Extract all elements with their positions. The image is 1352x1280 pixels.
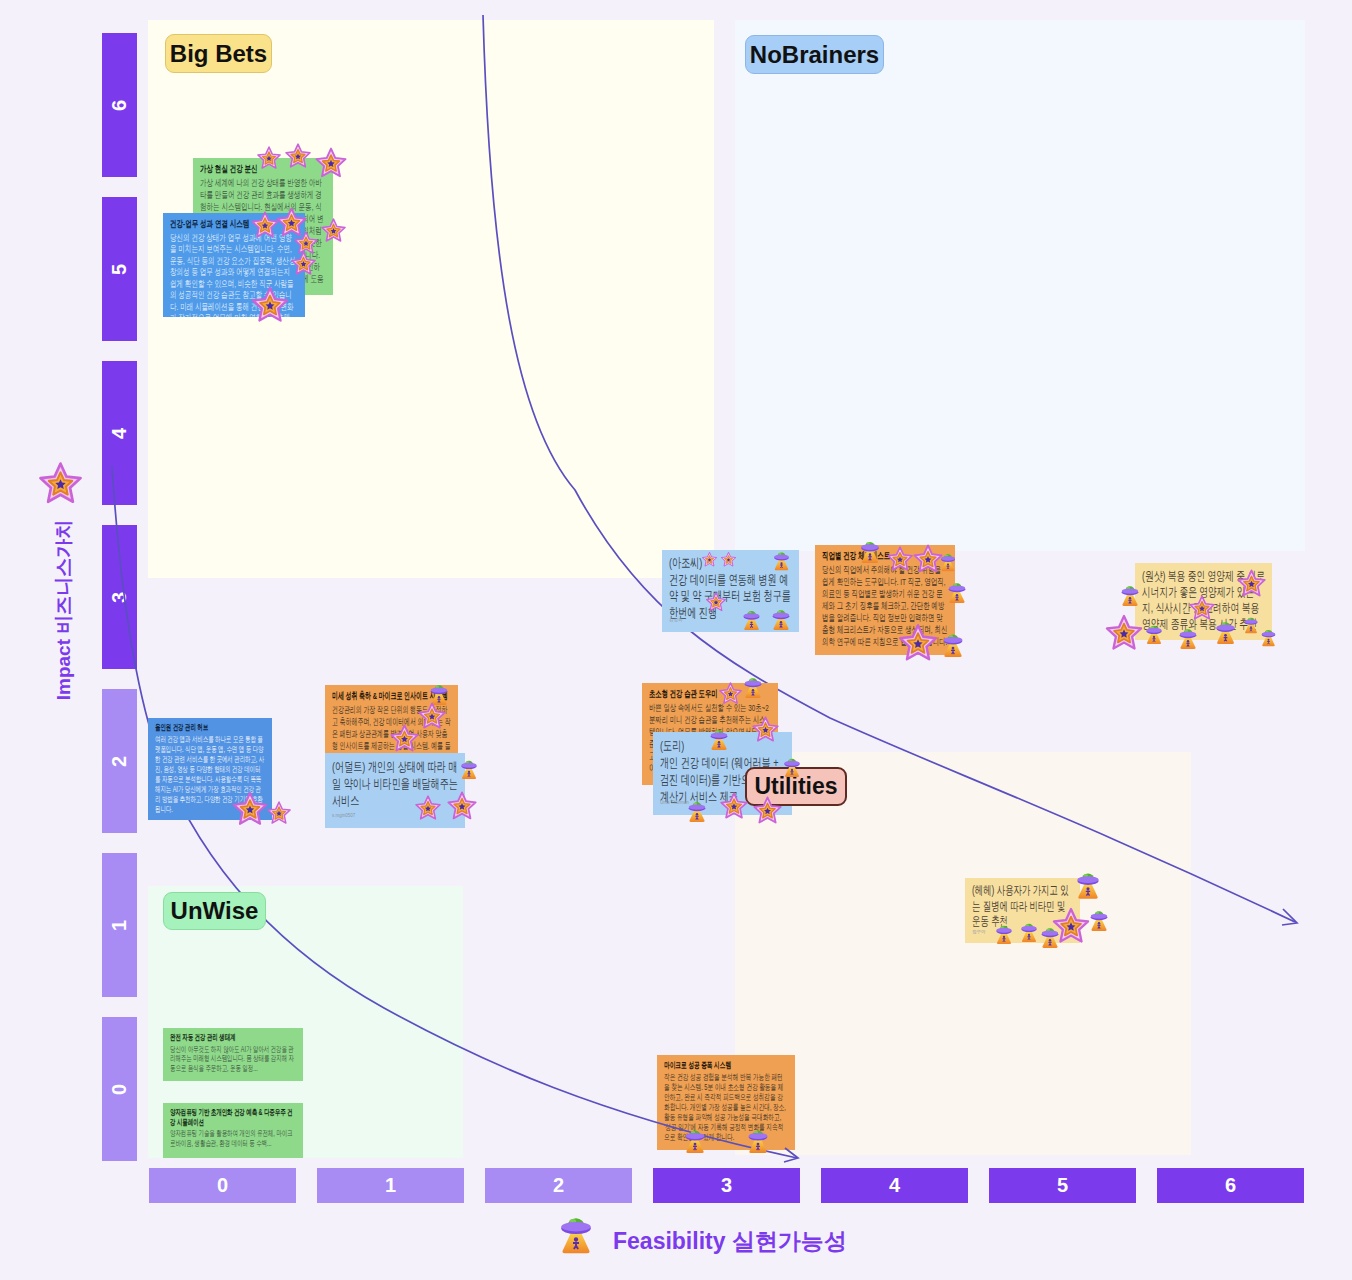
ufo-icon [779,752,805,778]
ufo-icon [1174,622,1202,650]
star-icon [1104,613,1144,653]
ufo-icon [1257,624,1280,647]
star-icon [752,795,783,826]
quadrant-label-unwise[interactable]: UnWise [163,892,266,930]
sticky-full-auto-ecosystem[interactable]: 완전 자동 건강 관리 생태계당신이 아무것도 하지 않아도 AI가 알아서 건… [163,1028,303,1081]
ufo-icon [739,671,767,699]
ufo-icon [769,546,794,571]
ufo-icon [855,534,885,564]
star-icon [256,145,282,171]
star-icon [719,791,749,821]
sticky-title: 양자컴퓨팅 기반 초개인화 건강 예측 & 다중우주 건강 시뮬레이션 [170,1108,296,1127]
star-icon [250,285,290,325]
star-icon [266,800,292,826]
star-icon [320,217,347,244]
quadrant-label-nobrainers[interactable]: NoBrainers [745,35,884,74]
frontier-curve-upper [483,15,1295,922]
ufo-icon [1141,619,1167,645]
ufo-icon [742,1122,774,1154]
ufo-icon [1116,579,1144,607]
star-icon [1236,568,1267,599]
ufo-icon [738,604,765,631]
ufo-icon [683,795,711,823]
star-icon [886,545,914,573]
ufo-icon [456,754,482,780]
sticky-title: 완전 자동 건강 관리 생태계 [170,1033,296,1043]
star-icon [720,551,737,568]
sticky-adult-delivery[interactable]: (어덜트) 개인의 상태에 따라 매일 약이나 비타민을 배달해주는 서비스s.… [325,753,465,828]
ufo-icon [1016,917,1042,943]
sticky-author: s.mgin0507 [332,807,355,824]
star-icon [414,794,442,822]
star-icon [705,591,727,613]
star-icon [701,551,718,568]
ufo-icon [943,576,971,604]
star-icon [314,146,348,180]
star-icon [897,622,939,664]
ufo-icon [936,548,960,572]
sticky-body: 양자컴퓨팅 기술을 활용하여 개인의 유전체, 마이크로바이옴, 생활습관, 환… [170,1129,296,1148]
quadrant-label-big-bets[interactable]: Big Bets [165,34,272,73]
sticky-author: 김성희 [669,612,683,629]
sticky-author: 정수아 [972,924,986,940]
ufo-icon [1210,614,1241,645]
sticky-title: 올인원 건강 관리 허브 [155,723,265,733]
ufo-icon [937,626,969,658]
ufo-icon [767,603,795,631]
star-icon [446,790,478,822]
ufo-icon [705,723,733,751]
star-icon [290,250,317,277]
star-icon [284,142,312,170]
prioritization-board: 6543210 0123456 가상 현실 건강 분신가상 세계에 나의 건강 … [0,0,1352,1280]
star-icon [751,715,780,744]
star-icon [417,701,447,731]
star-icon [389,723,420,754]
ufo-icon [1070,864,1106,900]
star-icon [231,790,269,828]
sticky-body: 당신이 아무것도 하지 않아도 AI가 알아서 건강을 관리해주는 미래형 시스… [170,1045,296,1074]
sticky-quantum-simulation[interactable]: 양자컴퓨팅 기반 초개인화 건강 예측 & 다중우주 건강 시뮬레이션양자컴퓨팅… [163,1103,303,1158]
ufo-icon [991,919,1017,945]
ufo-icon [679,1122,711,1154]
